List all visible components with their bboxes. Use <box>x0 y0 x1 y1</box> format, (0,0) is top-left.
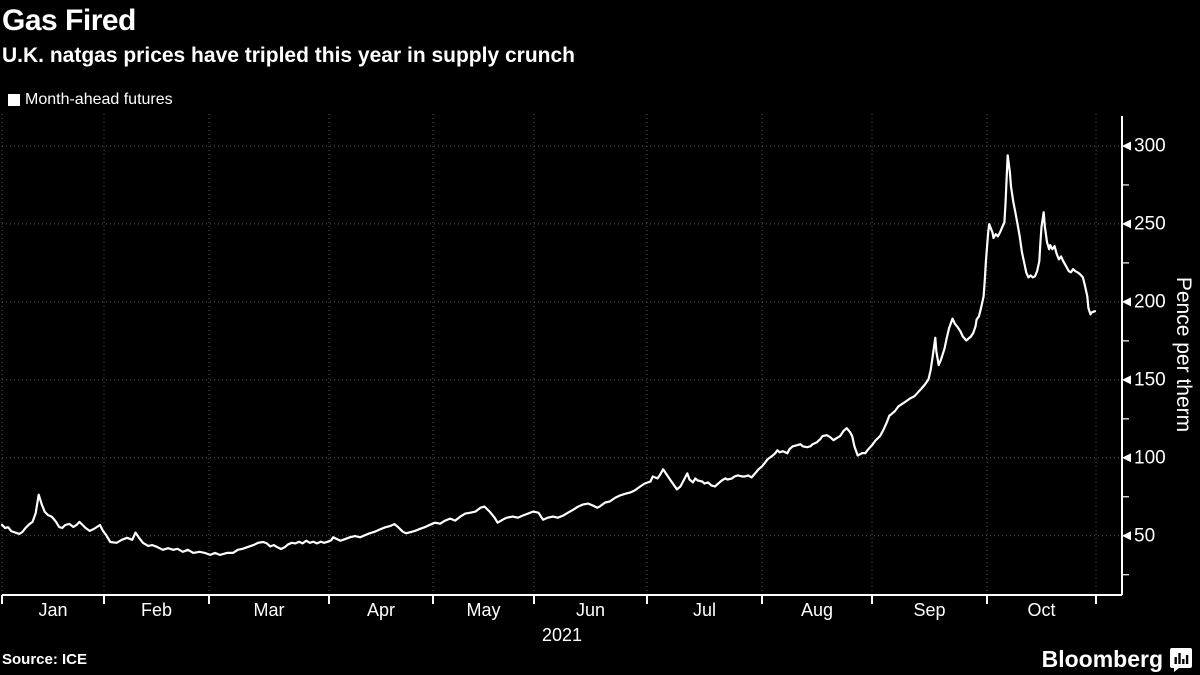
x-tick-label: Oct <box>1027 600 1055 620</box>
y-tick-label: 300 <box>1134 135 1166 156</box>
x-tick-label: Jul <box>693 600 716 620</box>
y-major-tick-arrow-icon <box>1122 375 1131 385</box>
y-major-tick-arrow-icon <box>1122 531 1131 541</box>
chart-title: Gas Fired <box>2 4 136 37</box>
y-tick-label: 50 <box>1134 525 1155 546</box>
chart-subtitle: U.K. natgas prices have tripled this yea… <box>2 44 575 67</box>
x-tick-label: May <box>466 600 500 620</box>
x-tick-label: Jun <box>576 600 605 620</box>
x-axis-year-label: 2021 <box>542 625 582 645</box>
legend-swatch-icon <box>8 94 20 106</box>
y-major-tick-arrow-icon <box>1122 297 1131 307</box>
y-tick-label: 200 <box>1134 291 1166 312</box>
legend: Month-ahead futures <box>8 91 173 109</box>
price-line <box>0 154 1097 557</box>
x-tick-label: Feb <box>141 600 172 620</box>
x-tick-label: Mar <box>254 600 285 620</box>
y-tick-label: 150 <box>1134 369 1166 390</box>
bloomberg-terminal-icon <box>1170 647 1192 672</box>
source-attribution: Source: ICE <box>2 651 88 668</box>
x-tick-label: Sep <box>913 600 945 620</box>
brand-wordmark: Bloomberg <box>1041 646 1163 672</box>
y-major-tick-arrow-icon <box>1122 141 1131 151</box>
x-tick-label: Apr <box>367 600 395 620</box>
y-major-tick-arrow-icon <box>1122 219 1131 229</box>
y-major-tick-arrow-icon <box>1122 453 1131 463</box>
legend-label: Month-ahead futures <box>25 91 173 108</box>
y-tick-label: 250 <box>1134 213 1166 234</box>
y-axis-title: Pence per therm <box>1172 277 1195 432</box>
y-tick-label: 100 <box>1134 447 1166 468</box>
brand-block: Bloomberg <box>1042 646 1192 673</box>
x-tick-label: Jan <box>38 600 67 620</box>
x-tick-label: Aug <box>801 600 833 620</box>
